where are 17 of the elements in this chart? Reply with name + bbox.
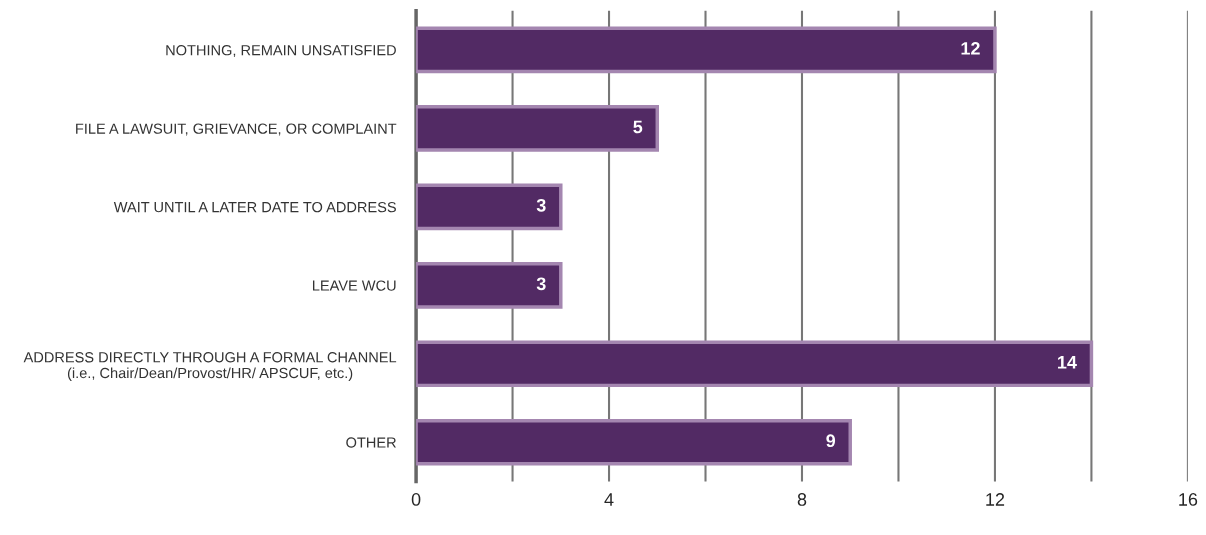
x-tick-label: 12 bbox=[986, 493, 1005, 506]
data-label: 14 bbox=[1058, 356, 1077, 369]
y-tick-label: LEAVE WCU bbox=[313, 280, 396, 291]
y-tick-label: FILE A LAWSUIT, GRIEVANCE, OR COMPLAINT bbox=[76, 123, 397, 136]
data-label: 5 bbox=[633, 120, 643, 134]
y-tick-label: NOTHING, REMAIN UNSATISFIED bbox=[166, 45, 396, 58]
x-tick-label: 0 bbox=[411, 493, 421, 506]
y-tick-label: ADDRESS DIRECTLY THROUGH A FORMAL CHANNEL (i.e., Chair/Dean/Provost/HR/ APSCUF, etc.) bbox=[23, 352, 397, 382]
x-tick-label: 4 bbox=[604, 493, 614, 506]
y-tick-label: WAIT UNTIL A LATER DATE TO ADDRESS bbox=[113, 201, 396, 213]
data-label: 3 bbox=[536, 198, 546, 212]
x-tick-label: 8 bbox=[797, 493, 807, 506]
x-tick-label: 16 bbox=[1179, 493, 1198, 506]
data-label: 3 bbox=[536, 277, 546, 291]
data-label: 9 bbox=[826, 434, 836, 448]
data-label: 12 bbox=[961, 41, 980, 55]
y-tick-label: OTHER bbox=[346, 437, 396, 448]
